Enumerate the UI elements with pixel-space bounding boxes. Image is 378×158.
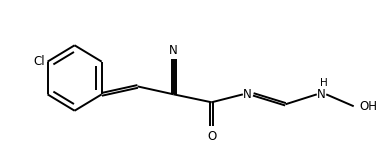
Text: N: N xyxy=(243,88,252,101)
Text: N: N xyxy=(169,44,178,57)
Text: Cl: Cl xyxy=(33,55,45,68)
Text: O: O xyxy=(207,130,216,143)
Text: OH: OH xyxy=(359,100,377,113)
Text: N: N xyxy=(317,88,326,101)
Text: H: H xyxy=(319,78,327,88)
